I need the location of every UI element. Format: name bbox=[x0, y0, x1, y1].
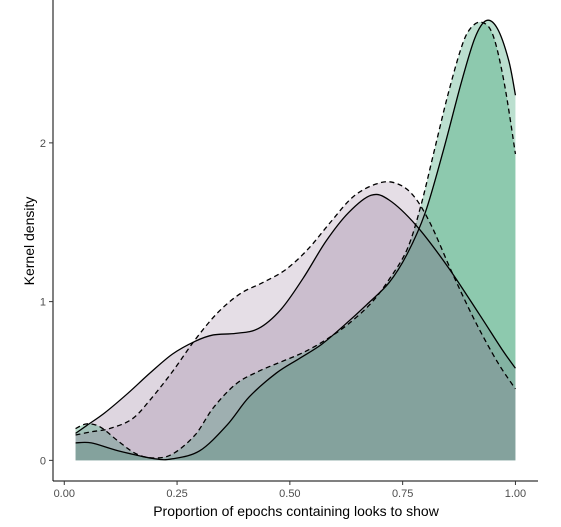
y-tick-label: 2 bbox=[40, 138, 46, 150]
series-layer bbox=[75, 19, 517, 461]
x-ticks: 0.00 0.25 0.50 0.75 1.00 bbox=[54, 481, 526, 500]
axes bbox=[52, 0, 538, 482]
x-axis-title: Proportion of epochs containing looks to… bbox=[153, 503, 440, 519]
x-tick-label: 1.00 bbox=[505, 488, 526, 500]
density-area-2 bbox=[75, 194, 516, 461]
density-curve-4 bbox=[75, 181, 516, 436]
x-tick-label: 0.25 bbox=[166, 488, 187, 500]
y-ticks: 0 1 2 bbox=[40, 138, 53, 467]
y-tick-label: 1 bbox=[40, 297, 46, 309]
x-tick-label: 0.75 bbox=[392, 488, 413, 500]
density-area-1 bbox=[75, 20, 516, 461]
x-tick-label: 0.50 bbox=[279, 488, 300, 500]
y-tick-label: 0 bbox=[40, 455, 46, 467]
y-axis-title: Kernel density bbox=[21, 197, 37, 286]
density-curve-3 bbox=[75, 21, 517, 459]
x-tick-label: 0.00 bbox=[54, 488, 75, 500]
density-area-3 bbox=[75, 22, 516, 461]
density-area-4 bbox=[75, 181, 516, 461]
density-curve-2 bbox=[75, 193, 516, 434]
density-curve-1 bbox=[75, 19, 517, 461]
